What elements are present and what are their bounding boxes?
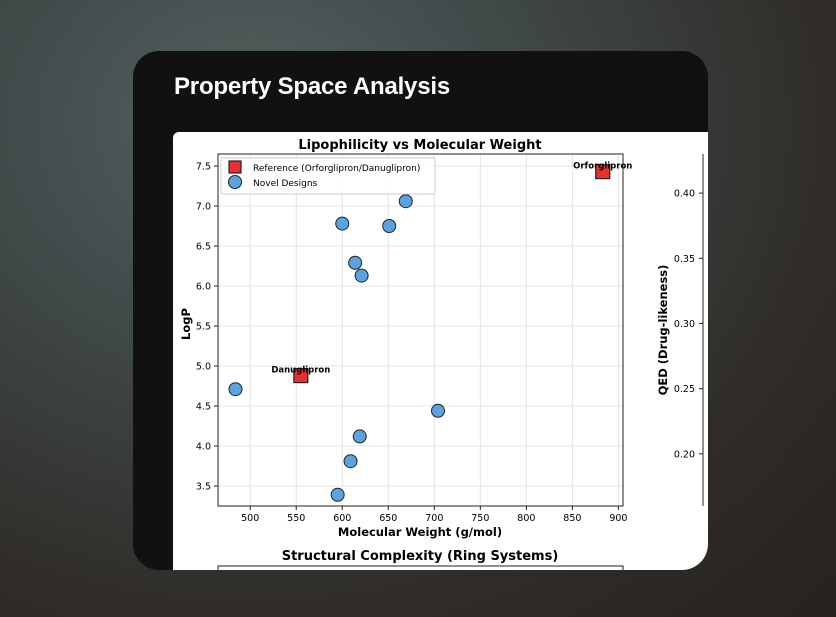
x-tick-label: 750	[471, 513, 489, 524]
legend-marker-reference	[228, 160, 242, 174]
reference-point	[293, 368, 309, 384]
chart-title: Lipophilicity vs Molecular Weight	[298, 138, 541, 153]
y-tick-label: 4.5	[196, 402, 211, 413]
novel-design-point	[430, 403, 445, 418]
qed-y-axis-label: QED (Drug-likeness)	[656, 265, 670, 396]
y-tick-label: 3.5	[196, 482, 211, 493]
ring-chart-frame	[217, 565, 624, 570]
y-tick-label: 4.0	[196, 442, 211, 453]
qed-tick-label: 0.35	[674, 254, 695, 265]
y-tick-label: 5.5	[196, 322, 211, 333]
novel-design-point	[354, 268, 369, 283]
qed-tick-label: 0.30	[674, 319, 695, 330]
y-tick-label: 6.0	[196, 282, 211, 293]
novel-design-point	[330, 487, 345, 502]
y-tick-label: 7.0	[196, 202, 211, 213]
reference-point-label: Orforglipron	[573, 162, 632, 172]
x-tick-label: 550	[287, 513, 305, 524]
y-tick-label: 6.5	[196, 242, 211, 253]
novel-design-point	[398, 194, 413, 209]
qed-tick-label: 0.40	[674, 189, 695, 200]
x-axis-label: Molecular Weight (g/mol)	[338, 525, 502, 539]
logp-vs-mw-chart: Lipophilicity vs Molecular Weight 500 550…	[179, 138, 632, 539]
qed-chart-partial: 0.20 0.25 0.30 0.35 0.40 QED (Drug-likeness)	[656, 154, 704, 506]
novel-design-point	[348, 255, 363, 270]
legend: Reference (Orforglipron/Danuglipron) Nov…	[220, 157, 436, 195]
x-tick-label: 600	[333, 513, 351, 524]
x-tick-label: 700	[425, 513, 443, 524]
x-tick-label: 850	[563, 513, 581, 524]
grid	[218, 154, 623, 506]
data-points: Orforglipron Danuglipron	[228, 162, 632, 502]
card-title: Property Space Analysis	[174, 73, 450, 100]
plot-frame	[217, 153, 624, 507]
x-tick-label: 650	[379, 513, 397, 524]
qed-tick-label: 0.25	[674, 384, 695, 395]
ring-chart-title: Structural Complexity (Ring Systems)	[282, 549, 559, 564]
axis-ticks: 500 550 600 650 700 750 800 850 900 3.5 4.0 4.5 5.0 5…	[196, 162, 628, 525]
qed-axis-ticks: 0.20 0.25 0.30 0.35 0.40	[674, 189, 703, 460]
y-axis-label: LogP	[179, 308, 193, 340]
legend-label-reference: Reference (Orforglipron/Danuglipron)	[253, 164, 420, 174]
legend-label-novel: Novel Designs	[253, 179, 318, 189]
ring-systems-chart-partial: Structural Complexity (Ring Systems)	[217, 549, 624, 570]
figure-svg: Lipophilicity vs Molecular Weight 500 550…	[179, 138, 704, 570]
x-tick-label: 500	[241, 513, 259, 524]
qed-tick-label: 0.20	[674, 449, 695, 460]
novel-design-point	[382, 219, 397, 233]
legend-marker-novel	[228, 175, 242, 189]
novel-design-point	[228, 382, 243, 397]
x-tick-label: 800	[517, 513, 535, 524]
legend-box	[220, 157, 436, 195]
y-tick-label: 7.5	[196, 162, 211, 173]
reference-point-label: Danuglipron	[271, 366, 330, 376]
figure-panel: Lipophilicity vs Molecular Weight 500 550…	[173, 132, 708, 570]
y-tick-label: 5.0	[196, 362, 211, 373]
novel-design-point	[335, 216, 350, 231]
novel-design-point	[343, 454, 358, 469]
novel-design-point	[352, 429, 367, 444]
analysis-card: Property Space Analysis Lipophilicity vs…	[133, 51, 708, 570]
reference-point	[595, 163, 611, 180]
x-tick-label: 900	[609, 513, 627, 524]
